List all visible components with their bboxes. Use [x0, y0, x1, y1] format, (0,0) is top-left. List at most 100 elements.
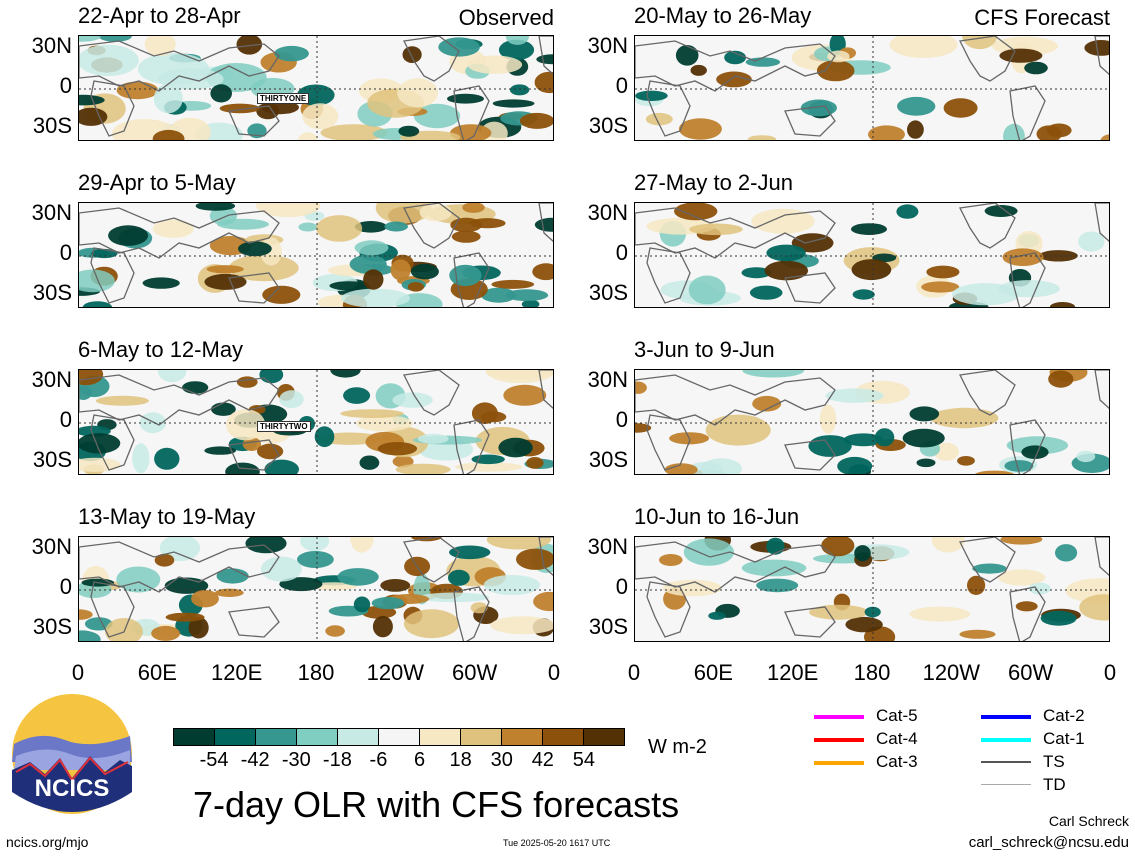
latitude-label: 30S [32, 113, 72, 138]
longitude-label: 120E [210, 660, 263, 685]
olr-map-panel [634, 536, 1110, 642]
coastline [1094, 537, 1109, 577]
latitude-label: 0 [615, 407, 628, 432]
longitude-label: 180 [853, 660, 891, 685]
legend-label: Cat-2 [1043, 706, 1085, 725]
coastline [959, 537, 1016, 583]
olr-anomaly-field [79, 203, 553, 307]
latitude-label: 30N [587, 367, 628, 392]
legend-line-td [981, 784, 1031, 785]
colorbar-swatch [461, 729, 502, 745]
colorbar-swatch [338, 729, 379, 745]
latitude-label: 30S [32, 447, 72, 472]
legend-line-cat-3 [814, 761, 864, 765]
forecast-label: CFS Forecast [974, 5, 1110, 30]
colorbar-tick-label: 18 [449, 749, 472, 771]
olr-map-panel [78, 536, 554, 642]
coastline [959, 36, 1016, 82]
latitude-label: 30S [32, 280, 72, 305]
logo-text: NCICS [35, 775, 110, 802]
olr-anomaly-field [635, 36, 1109, 140]
coastline [403, 203, 460, 249]
colorbar-tick-label: 6 [413, 749, 426, 771]
coastline [784, 606, 836, 638]
ncics-logo: NCICS [12, 694, 132, 814]
coastline [79, 374, 280, 426]
colorbar-swatch [543, 729, 584, 745]
latitude-label: 30N [31, 33, 72, 58]
coastline [1009, 419, 1046, 474]
colorbar-swatch [215, 729, 256, 745]
coastline [79, 40, 280, 92]
colorbar [173, 728, 625, 746]
coastline [959, 370, 1016, 416]
observed-label: Observed [458, 5, 554, 30]
latitude-label: 0 [615, 240, 628, 265]
colorbar-tick-label: -6 [369, 749, 388, 771]
coastline [1009, 252, 1046, 307]
latitude-label: 30N [31, 367, 72, 392]
panel-title: 29-Apr to 5-May [78, 170, 236, 195]
storm-label: THIRTYONE [257, 93, 310, 104]
footer-email: carl_schreck@ncsu.edu [968, 834, 1129, 851]
longitude-label: 0 [71, 660, 85, 685]
coastline [635, 40, 836, 92]
legend-label: Cat-3 [876, 752, 918, 771]
coastline [635, 374, 836, 426]
latitude-label: 0 [59, 240, 72, 265]
longitude-label: 60W [452, 660, 498, 685]
coastline [453, 586, 490, 641]
colorbar-tick-label: 54 [572, 749, 596, 771]
coastline [79, 541, 280, 593]
olr-anomaly-field [79, 370, 553, 474]
longitude-label: 120E [766, 660, 819, 685]
coastline [784, 439, 836, 471]
legend-line-ts [981, 761, 1031, 763]
coastline [228, 272, 280, 304]
olr-anomaly-field [635, 203, 1109, 307]
olr-map-panel [634, 369, 1110, 475]
longitude-label: 180 [297, 660, 335, 685]
colorbar-swatch [584, 729, 624, 745]
coastline [228, 105, 280, 137]
coastline [538, 203, 553, 243]
coastline [403, 36, 460, 82]
coastline [635, 541, 836, 593]
legend-line-cat-4 [814, 738, 864, 742]
coastline [959, 203, 1016, 249]
coastline [79, 207, 280, 259]
panel-title: 13-May to 19-May [78, 504, 256, 529]
footer-timestamp: Tue 2025-05-20 1617 UTC [503, 838, 611, 848]
colorbar-tick-label: 30 [490, 749, 513, 771]
panel-title: 20-May to 26-May [634, 3, 812, 28]
coastline [538, 370, 553, 410]
latitude-label: 30N [587, 33, 628, 58]
legend-line-cat-2 [981, 715, 1031, 719]
latitude-label: 30S [588, 280, 628, 305]
latitude-label: 0 [59, 574, 72, 599]
colorbar-tick-label: -18 [322, 749, 352, 771]
olr-map-panel: THIRTYONE [78, 35, 554, 141]
longitude-label: 0 [627, 660, 641, 685]
coastline [228, 439, 280, 471]
latitude-label: 30N [31, 200, 72, 225]
coastline [1009, 586, 1046, 641]
panel-title: 27-May to 2-Jun [634, 170, 793, 195]
colorbar-tick-label: -30 [281, 749, 311, 771]
coastline [1094, 36, 1109, 76]
legend-label: TS [1043, 752, 1065, 771]
olr-map-panel [634, 202, 1110, 308]
coastline [538, 36, 553, 76]
coastline [538, 537, 553, 577]
coastline [1094, 203, 1109, 243]
olr-map-panel [78, 202, 554, 308]
figure-title: 7-day OLR with CFS forecasts [193, 784, 680, 825]
latitude-label: 30N [587, 534, 628, 559]
latitude-label: 30S [32, 614, 72, 639]
coastline [228, 606, 280, 638]
coastline [453, 252, 490, 307]
panel-title: 10-Jun to 16-Jun [634, 504, 800, 529]
legend-label: TD [1043, 775, 1066, 794]
olr-anomaly-field [635, 537, 1109, 641]
latitude-label: 30N [31, 534, 72, 559]
